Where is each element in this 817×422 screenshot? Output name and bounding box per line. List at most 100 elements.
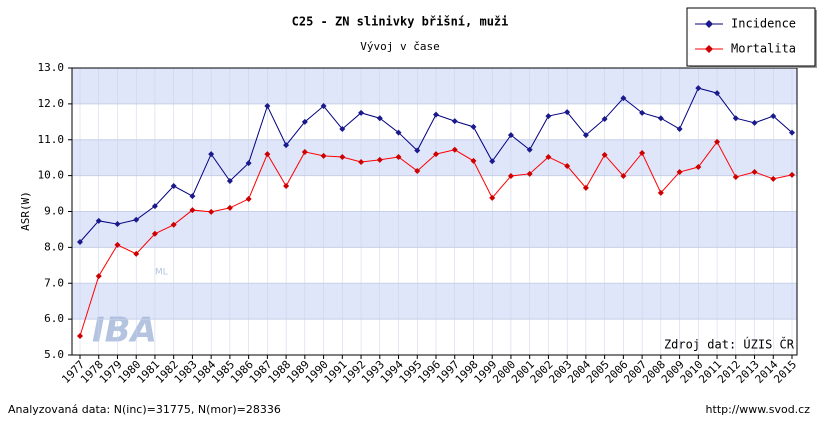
point xyxy=(264,103,271,110)
point xyxy=(695,85,702,92)
logo-sup: ML xyxy=(155,268,168,278)
y-tick-label: 6.0 xyxy=(44,312,64,325)
point xyxy=(283,183,290,190)
plot-border xyxy=(71,67,798,356)
point xyxy=(170,183,177,190)
point xyxy=(526,170,533,177)
point xyxy=(301,118,308,125)
point xyxy=(339,153,346,160)
point xyxy=(433,151,439,158)
point xyxy=(789,171,795,178)
point xyxy=(657,115,664,122)
point xyxy=(732,115,739,122)
point xyxy=(489,158,496,165)
point xyxy=(526,146,533,153)
point xyxy=(433,111,439,118)
point xyxy=(133,250,140,257)
point xyxy=(751,119,758,126)
point xyxy=(133,216,140,223)
y-tick-label: 8.0 xyxy=(44,240,64,253)
point xyxy=(189,193,196,200)
point xyxy=(639,109,646,116)
point xyxy=(151,203,158,210)
footer-left: Analyzovaná data: N(inc)=31775, N(mor)=2… xyxy=(8,403,281,416)
point xyxy=(732,174,739,181)
source: Zdroj dat: ÚZIS ČR xyxy=(664,337,795,352)
point xyxy=(245,160,252,167)
point xyxy=(545,113,552,120)
point xyxy=(751,169,758,176)
point xyxy=(714,90,721,97)
point xyxy=(358,158,365,165)
point xyxy=(620,95,627,102)
point xyxy=(264,151,271,158)
legend-marker xyxy=(705,45,713,53)
point xyxy=(189,207,196,214)
point xyxy=(320,152,327,159)
point xyxy=(470,123,477,130)
point xyxy=(451,146,458,153)
point xyxy=(77,332,83,339)
point xyxy=(601,115,608,122)
chart-subtitle: Vývoj v čase xyxy=(360,40,439,53)
point xyxy=(114,221,121,228)
point xyxy=(339,125,346,132)
point xyxy=(395,153,402,160)
point xyxy=(676,169,683,176)
point xyxy=(77,238,83,245)
point xyxy=(320,103,327,110)
point xyxy=(545,153,552,160)
point xyxy=(301,148,308,155)
legend-label: Incidence xyxy=(731,17,796,31)
legend-marker xyxy=(705,20,713,28)
point xyxy=(151,230,158,237)
point xyxy=(114,241,121,248)
band xyxy=(72,68,797,104)
point xyxy=(470,157,477,164)
y-tick-label: 9.0 xyxy=(44,205,64,218)
point xyxy=(564,162,571,169)
point xyxy=(507,172,514,179)
y-tick-label: 5.0 xyxy=(44,348,64,361)
point xyxy=(226,204,233,211)
point xyxy=(376,115,383,122)
point xyxy=(507,132,514,139)
point xyxy=(601,151,608,158)
band xyxy=(72,283,797,320)
y-tick-label: 10.0 xyxy=(38,169,65,182)
band xyxy=(72,211,797,248)
point xyxy=(414,147,421,154)
point xyxy=(770,175,777,182)
footer-right: http://www.svod.cz xyxy=(706,403,811,416)
point xyxy=(714,138,721,145)
point xyxy=(95,217,102,224)
point xyxy=(582,132,589,139)
point xyxy=(564,109,571,116)
band xyxy=(72,139,797,176)
point xyxy=(639,150,646,157)
y-axis-label: ASR(W) xyxy=(19,191,32,231)
point xyxy=(451,118,458,125)
point xyxy=(676,125,683,132)
legend-label: Mortalita xyxy=(731,42,796,56)
point xyxy=(770,113,777,120)
y-tick-label: 7.0 xyxy=(44,276,64,289)
logo: IBA xyxy=(92,311,157,351)
y-tick-label: 11.0 xyxy=(38,133,65,146)
point xyxy=(582,184,589,191)
point xyxy=(208,208,215,215)
point xyxy=(376,156,383,163)
y-tick-label: 12.0 xyxy=(38,97,65,110)
point xyxy=(695,164,702,171)
point xyxy=(789,129,795,136)
legend xyxy=(686,7,816,67)
point xyxy=(283,142,290,149)
point xyxy=(657,189,664,196)
point xyxy=(395,129,402,136)
chart-title: C25 - ZN slinivky břišní, muži xyxy=(292,15,509,29)
point xyxy=(226,178,233,185)
y-tick-label: 13.0 xyxy=(38,61,65,74)
point xyxy=(358,109,365,116)
point xyxy=(414,167,421,174)
